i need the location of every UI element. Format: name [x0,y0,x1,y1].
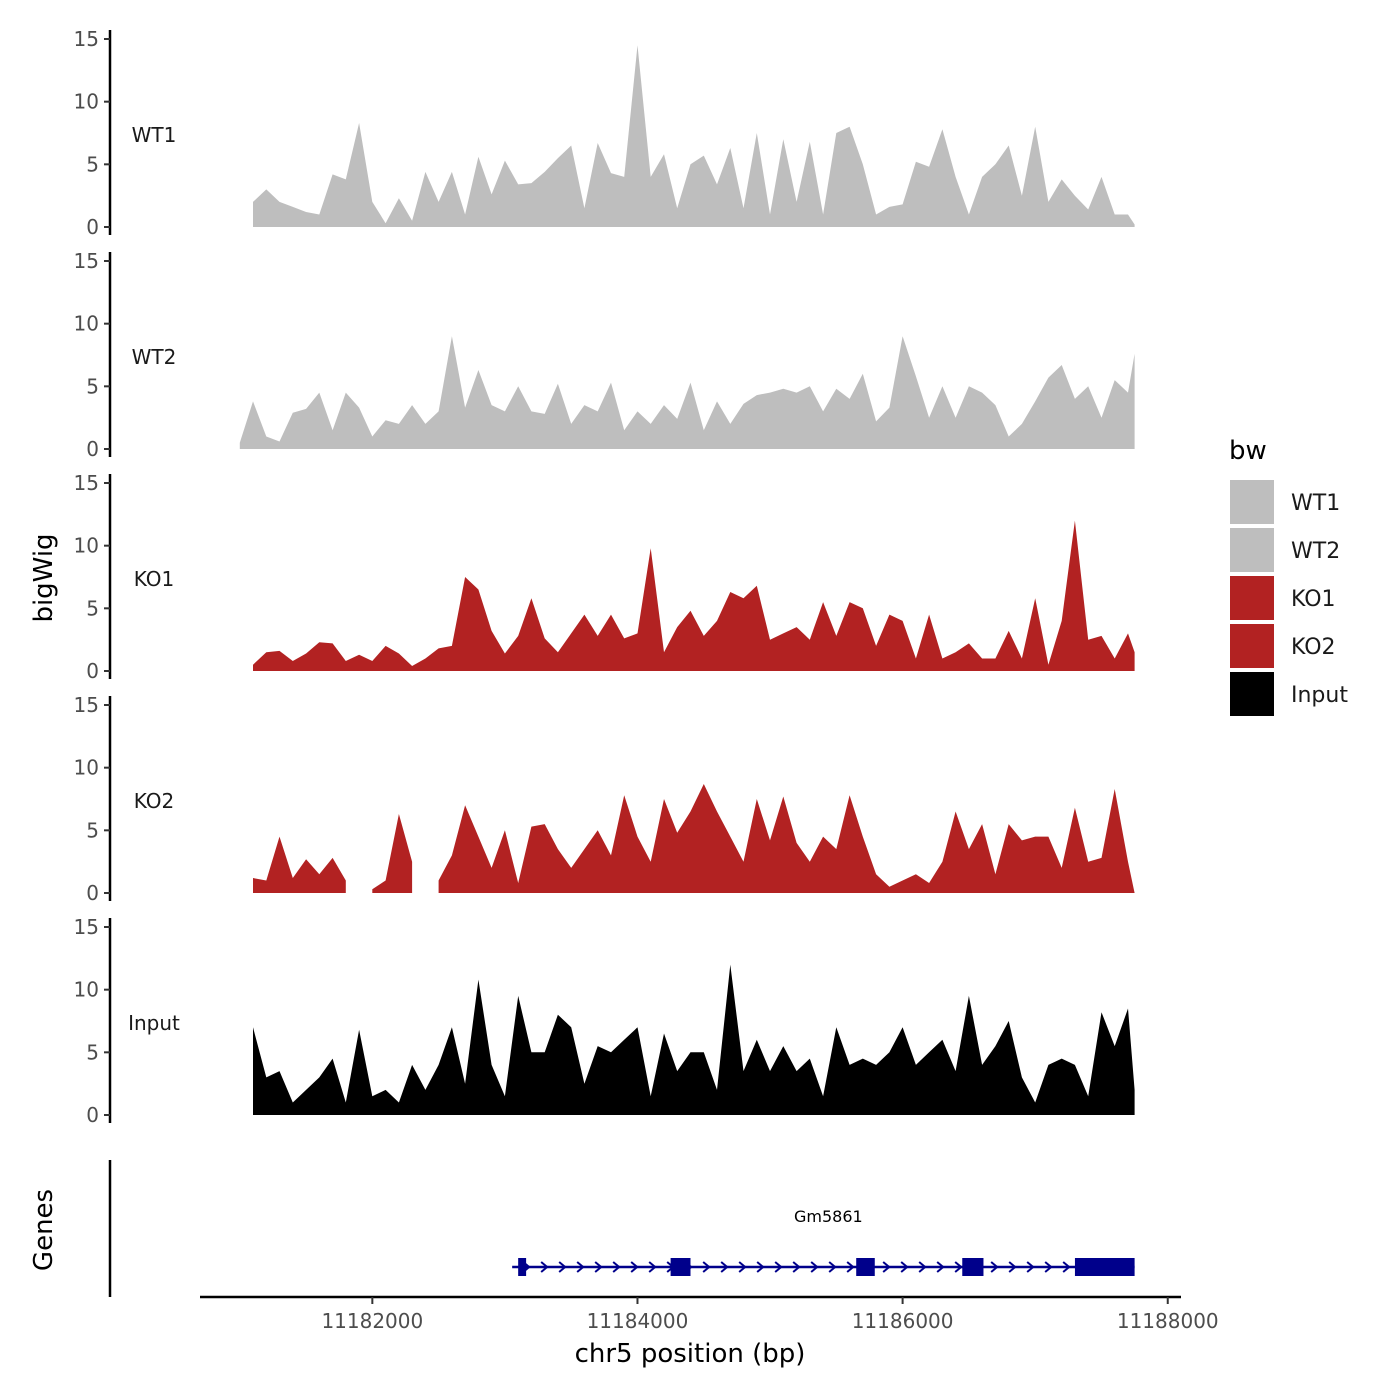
track-label-ko2: KO2 [134,789,175,813]
genes-axis-title: Genes [29,1189,59,1271]
y-tick-label: 15 [74,249,99,273]
strand-arrow-icon [792,1261,801,1273]
track-wt1: 0 5 10 15 WT1 [74,27,1135,239]
y-tick-label: 15 [74,693,99,717]
legend-label-wt1: WT1 [1291,491,1340,516]
x-tick-label: 11184000 [587,1309,689,1333]
legend-swatch-wt1 [1230,480,1274,524]
strand-arrow-icon [558,1261,567,1273]
strand-arrow-icon [1026,1261,1035,1273]
strand-arrow-icon [990,1261,999,1273]
strand-arrow-icon [954,1261,963,1273]
strand-arrow-icon [612,1261,621,1273]
track-label-input: Input [128,1011,180,1035]
y-tick-label: 5 [86,152,99,176]
y-tick-label: 5 [86,1040,99,1064]
strand-arrow-icon [540,1261,549,1273]
y-tick-label: 15 [74,915,99,939]
strand-arrow-icon [738,1261,747,1273]
y-tick-label: 0 [86,1103,99,1127]
track-label-wt2: WT2 [132,345,177,369]
legend-label-wt2: WT2 [1291,539,1340,564]
x-tick-label: 11188000 [1117,1309,1219,1333]
y-axis-title: bigWig [29,533,59,622]
y-tick-label: 10 [74,534,99,558]
legend-label-input: Input [1291,683,1348,708]
strand-arrow-icon [828,1261,837,1273]
x-tick-label: 11182000 [321,1309,423,1333]
y-tick-label: 10 [74,978,99,1002]
track-wt2: 0 5 10 15 WT2 [74,249,1135,461]
strand-arrow-icon [936,1261,945,1273]
gene-gm5861: Gm5861 [512,1207,1135,1276]
gene-exon [518,1258,527,1276]
strand-arrow-icon [720,1261,729,1273]
strand-arrow-icon [594,1261,603,1273]
series-area-ko1 [253,520,1135,671]
series-area-wt2 [239,336,1135,449]
strand-arrow-icon [774,1261,783,1273]
strand-arrow-icon [1044,1261,1053,1273]
y-tick-label: 10 [74,312,99,336]
track-label-ko1: KO1 [134,567,175,591]
series-area-ko2-2 [372,814,413,893]
strand-arrow-icon [630,1261,639,1273]
x-axis: 11182000 11184000 11186000 11188000 [200,1295,1219,1333]
track-ko1: 0 5 10 15 KO1 [74,471,1135,683]
y-tick-label: 10 [74,90,99,114]
series-area-wt1 [253,45,1135,227]
gene-exon [670,1258,691,1276]
track-label-wt1: WT1 [132,123,177,147]
strand-arrow-icon [810,1261,819,1273]
strand-arrow-icon [648,1261,657,1273]
bigwig-tracks: 0 5 10 15 WT1 0 5 10 15 WT2 0 5 10 15 KO1 0 5 10 15 KO2 0 5 10… [74,27,1135,1127]
y-tick-label: 0 [86,437,99,461]
y-tick-label: 0 [86,215,99,239]
y-tick-label: 15 [74,471,99,495]
strand-arrow-icon [900,1261,909,1273]
strand-arrow-icon [846,1261,855,1273]
gene-exon [962,1258,984,1276]
y-tick-label: 10 [74,756,99,780]
series-area-ko2-1 [253,836,346,893]
legend-swatch-ko1 [1230,576,1274,620]
x-axis-title: chr5 position (bp) [575,1339,806,1369]
strand-arrow-icon [756,1261,765,1273]
legend-label-ko1: KO1 [1291,587,1336,612]
strand-arrow-icon [1062,1261,1071,1273]
strand-arrow-icon [918,1261,927,1273]
track-input: 0 5 10 15 Input [74,915,1135,1127]
legend-swatch-ko2 [1230,624,1274,668]
y-tick-label: 0 [86,881,99,905]
legend-swatch-input [1230,672,1274,716]
series-area-ko2-3 [438,784,1135,893]
gene-exon [856,1258,875,1276]
legend-swatch-wt2 [1230,528,1274,572]
strand-arrow-icon [702,1261,711,1273]
series-area-input [253,964,1135,1115]
gene-exon [1074,1258,1135,1276]
y-tick-label: 5 [86,818,99,842]
genes-panel: Gm5861 [108,1160,1135,1297]
gene-name-label: Gm5861 [794,1207,863,1226]
strand-arrow-icon [882,1261,891,1273]
x-tick-label: 11186000 [852,1309,954,1333]
track-ko2: 0 5 10 15 KO2 [74,693,1135,905]
legend-title: bw [1229,436,1267,466]
y-tick-label: 0 [86,659,99,683]
y-tick-label: 5 [86,596,99,620]
y-tick-label: 15 [74,27,99,51]
strand-arrow-icon [1008,1261,1017,1273]
strand-arrow-icon [576,1261,585,1273]
legend-label-ko2: KO2 [1291,635,1336,660]
y-tick-label: 5 [86,374,99,398]
legend: bw WT1 WT2 KO1 KO2 Input [1229,436,1348,716]
